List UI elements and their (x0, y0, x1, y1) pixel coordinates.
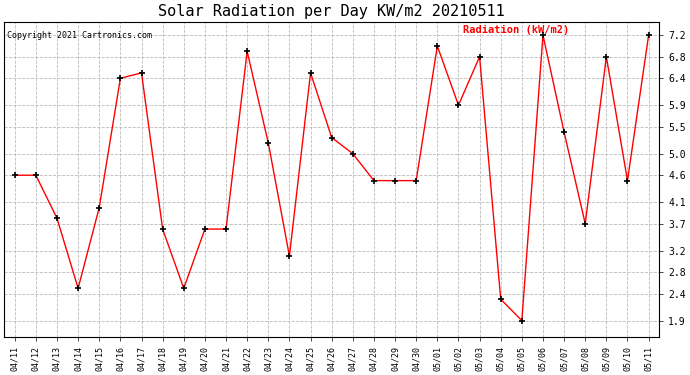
Text: Radiation (kW/m2): Radiation (kW/m2) (463, 25, 569, 35)
Title: Solar Radiation per Day KW/m2 20210511: Solar Radiation per Day KW/m2 20210511 (158, 4, 505, 19)
Text: Copyright 2021 Cartronics.com: Copyright 2021 Cartronics.com (8, 31, 152, 40)
